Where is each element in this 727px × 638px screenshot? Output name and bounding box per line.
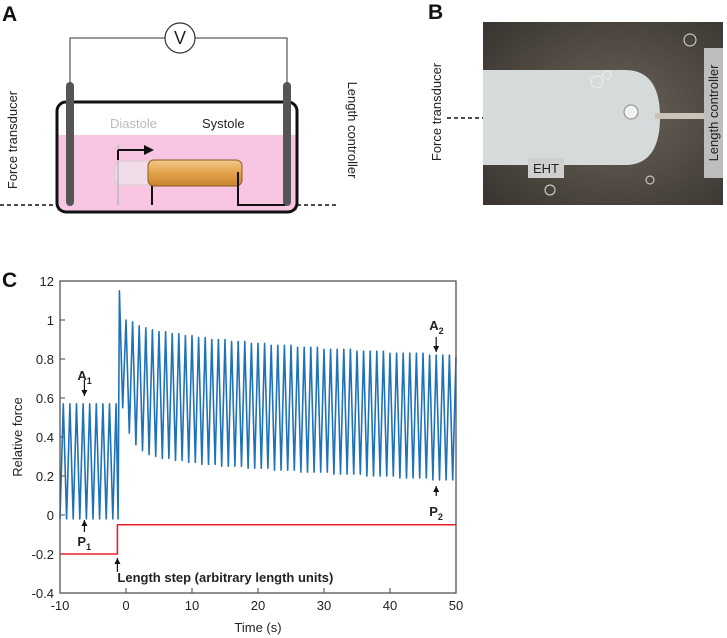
diastole-label: Diastole — [110, 116, 157, 131]
y-tick-label: 0.2 — [36, 469, 54, 484]
y-tick-label: 1 — [47, 313, 54, 328]
annotation: P1 — [77, 534, 91, 552]
y-tick-label: -0.4 — [32, 586, 54, 601]
bubble — [623, 104, 639, 120]
electrode — [66, 82, 74, 206]
x-tick-label: 10 — [185, 598, 199, 613]
step-label: Length step (arbitrary length units) — [117, 570, 333, 585]
annotation-text: P — [429, 504, 438, 519]
annotation-subscript: 2 — [438, 512, 443, 522]
bubble — [683, 33, 697, 47]
hook — [237, 172, 285, 206]
voltmeter — [164, 22, 196, 54]
x-axis-label: Time (s) — [234, 620, 281, 635]
x-tick-label: 50 — [449, 598, 463, 613]
arrow-head — [81, 390, 88, 396]
panel-label: B — [428, 1, 443, 24]
annotation: P2 — [429, 504, 443, 522]
arrow-head — [81, 520, 88, 526]
bubble — [590, 75, 604, 89]
annotation: A2 — [429, 318, 443, 336]
arrow-head — [433, 486, 440, 492]
wire — [69, 37, 165, 85]
length-controller-label: Length controller — [706, 64, 721, 162]
y-tick-label: -0.2 — [32, 547, 54, 562]
tissue-systole — [147, 159, 243, 187]
length-controller-label: Length controller — [345, 82, 360, 180]
eht-tissue — [483, 70, 660, 165]
rod — [655, 113, 710, 119]
label-box — [704, 48, 723, 178]
panel-c: C Time (s) Relative force -10 0 10 20 30 40 50… — [2, 269, 463, 635]
arrow-head — [114, 558, 121, 564]
annotation-subscript: 2 — [439, 326, 444, 336]
force-transducer-label: Force transducer — [429, 62, 444, 161]
y-axis-label: Relative force — [10, 397, 25, 476]
bath — [55, 100, 299, 214]
annotation-text: P — [77, 534, 86, 549]
y-tick-label: 0.6 — [36, 391, 54, 406]
x-tick-label: 30 — [317, 598, 331, 613]
annotation: A1 — [77, 368, 91, 386]
eht-label-box — [528, 158, 564, 178]
force-transducer-label: Force transducer — [5, 90, 20, 189]
plot-frame — [59, 280, 457, 594]
annotation-subscript: 1 — [87, 376, 92, 386]
x-tick-label: 40 — [383, 598, 397, 613]
y-tick-label: 0.8 — [36, 352, 54, 367]
annotation-text: A — [429, 318, 439, 333]
data-line — [60, 523, 456, 555]
voltmeter-label: V — [174, 28, 186, 48]
y-tick-label: 12 — [40, 274, 54, 289]
bubble — [602, 70, 612, 80]
data-line — [59, 289, 457, 520]
panel-label: C — [2, 269, 17, 292]
systole-label: Systole — [202, 116, 245, 131]
annotation-text: A — [77, 368, 87, 383]
annotation-subscript: 1 — [86, 542, 91, 552]
panel-a: A V Diastole Systole Force transducer Le… — [0, 3, 360, 214]
panel-label: A — [2, 3, 17, 26]
eht-label: EHT — [533, 161, 559, 176]
arrow-head — [433, 346, 440, 352]
x-tick-label: -10 — [51, 598, 70, 613]
arrow-head — [144, 145, 154, 155]
wire — [195, 37, 288, 85]
panel-b: B EHT Length controller Force transducer — [428, 1, 723, 205]
electrode — [283, 82, 291, 206]
y-tick-label: 0.4 — [36, 430, 54, 445]
y-tick-label: 0 — [47, 508, 54, 523]
bubble — [645, 175, 655, 185]
bubble — [544, 184, 556, 196]
x-tick-label: 20 — [251, 598, 265, 613]
x-tick-label: 0 — [122, 598, 129, 613]
